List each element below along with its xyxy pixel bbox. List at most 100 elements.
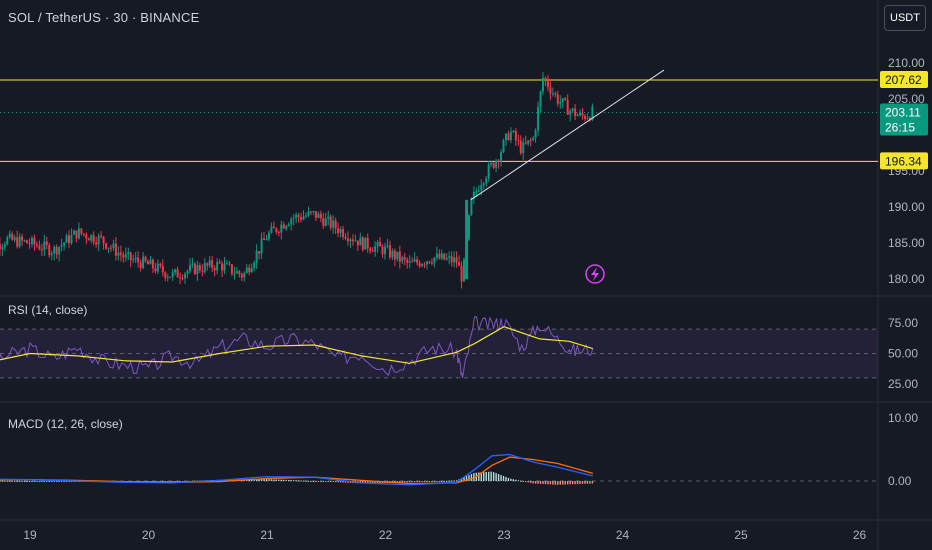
macd-histogram-bar	[278, 479, 280, 481]
time-tick-label: 24	[616, 528, 630, 542]
macd-histogram-bar	[305, 480, 307, 482]
macd-histogram-bar	[63, 481, 65, 482]
candle-body	[324, 218, 327, 226]
candle-body	[206, 263, 209, 266]
candle-body	[485, 178, 488, 184]
candle-body	[226, 263, 229, 265]
rsi-tick-label: 50.00	[888, 347, 918, 361]
breakout-candle	[465, 199, 469, 280]
candle-body	[537, 107, 540, 131]
candle-body	[433, 257, 436, 264]
candle-body	[458, 262, 461, 266]
candle-body	[453, 257, 456, 263]
macd-histogram-bar	[312, 480, 315, 482]
time-axis[interactable]: 19 20 21 22 23 24 25 26	[23, 528, 866, 542]
candle-body	[492, 162, 495, 168]
rsi-ma-line	[0, 326, 594, 364]
candle-body	[559, 101, 562, 104]
rsi-label[interactable]: RSI (14, close)	[8, 303, 88, 317]
macd-histogram-bar	[507, 477, 510, 481]
candle-body	[258, 251, 261, 254]
candle-body	[164, 272, 167, 278]
candle-body	[349, 239, 352, 242]
candle-body	[60, 244, 63, 247]
currency-button[interactable]: USDT	[884, 5, 926, 31]
candle-body	[198, 265, 201, 271]
macd-histogram-bar	[337, 481, 339, 483]
candle-body	[97, 235, 100, 245]
candle-body	[188, 265, 191, 272]
candle-body	[477, 190, 480, 192]
price-axis[interactable]: 210.00205.00195.00190.00185.00180.0075.0…	[888, 56, 925, 488]
macd-histogram-bar	[371, 481, 374, 484]
candle-body	[487, 164, 490, 179]
macd-histogram-bar	[547, 481, 549, 485]
candle-body	[63, 242, 66, 245]
candle-body	[213, 268, 216, 271]
macd-histogram-bar	[396, 481, 399, 483]
macd-histogram-bar	[559, 481, 561, 485]
symbol-title[interactable]: SOL / TetherUS · 30 · BINANCE	[8, 10, 200, 25]
candle-body	[221, 263, 224, 271]
candle-body	[369, 248, 372, 251]
candle-body	[166, 276, 169, 278]
macd-histogram-bar	[465, 476, 468, 481]
macd-histogram-bar	[460, 478, 463, 481]
candle-body	[171, 272, 174, 277]
rsi-line	[0, 316, 594, 378]
candle-body	[272, 226, 275, 229]
macd-histogram-bar	[525, 481, 527, 482]
candle-body	[435, 253, 438, 258]
macd-histogram-bar	[297, 480, 300, 482]
candle-body	[475, 191, 478, 193]
macd-histogram-bar	[16, 480, 18, 482]
candle-body	[174, 269, 177, 273]
macd-pane[interactable]	[0, 453, 878, 486]
candle-body	[21, 236, 24, 241]
candle-body	[102, 236, 105, 244]
candle-body	[65, 235, 68, 243]
support-badge-bg	[880, 152, 928, 170]
candle-body	[105, 243, 108, 249]
candle-body	[512, 131, 515, 133]
macd-histogram-bar	[342, 481, 344, 483]
candle-body	[406, 259, 409, 263]
price-pane[interactable]	[0, 69, 878, 289]
candle-body	[260, 238, 263, 254]
candle-body	[497, 160, 500, 162]
macd-histogram-bar	[441, 480, 443, 482]
candle-body	[384, 246, 387, 255]
candle-body	[270, 226, 273, 233]
macd-histogram-bar	[539, 481, 542, 484]
macd-histogram-bar	[413, 481, 416, 483]
candle-body	[583, 115, 586, 119]
macd-histogram-bar	[537, 481, 539, 484]
candle-body	[117, 252, 120, 256]
macd-histogram-bar	[566, 481, 569, 485]
macd-histogram-bar	[438, 481, 441, 482]
macd-histogram-bar	[463, 477, 465, 481]
candle-body	[159, 263, 162, 266]
candle-body	[211, 260, 214, 269]
macd-histogram-bar	[43, 481, 46, 482]
candle-body	[161, 265, 164, 273]
price-tick-label: 180.00	[888, 272, 925, 286]
candle-body	[411, 261, 414, 263]
macd-label[interactable]: MACD (12, 26, close)	[8, 417, 123, 431]
candle-body	[87, 238, 90, 241]
candle-body	[588, 117, 591, 120]
candle-body	[275, 228, 278, 233]
candle-body	[154, 268, 157, 272]
candle-body	[263, 238, 266, 240]
macd-histogram-bar	[522, 481, 524, 482]
macd-histogram-bar	[448, 480, 450, 482]
candle-body	[16, 237, 19, 247]
macd-histogram-bar	[283, 479, 285, 481]
candle-body	[463, 259, 466, 282]
macd-histogram-bar	[162, 481, 164, 482]
rsi-pane[interactable]	[0, 316, 878, 381]
macd-histogram-bar	[28, 480, 31, 482]
candle-body	[386, 245, 389, 247]
macd-histogram-bar	[527, 481, 529, 483]
